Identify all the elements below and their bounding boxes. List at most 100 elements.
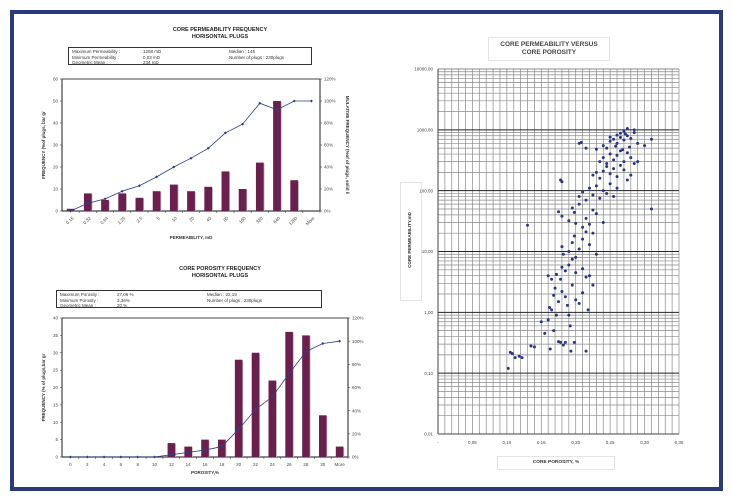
x-tick-label: 16 xyxy=(202,462,208,467)
x-tick-label: 0,25 xyxy=(606,440,615,445)
cumulative-point xyxy=(223,131,227,135)
scatter-point xyxy=(563,269,567,273)
y2-tick-label: 60% xyxy=(324,143,333,148)
scatter-point xyxy=(612,158,616,162)
scatter-point xyxy=(548,347,552,351)
bar xyxy=(152,191,161,211)
y-tick-label: 100,00 xyxy=(419,188,433,193)
poro-title-line2: HORISONTAL PLUGS xyxy=(191,273,249,279)
scatter-point xyxy=(570,206,574,210)
scatter-point xyxy=(572,210,576,214)
x-tick-label: 24 xyxy=(270,462,276,467)
x-tick-label: 14 xyxy=(186,462,192,467)
scatter-point xyxy=(553,286,557,290)
y-tick-label: 5 xyxy=(55,437,58,442)
scatter-point xyxy=(612,137,616,141)
y2-tick-label: 80% xyxy=(352,362,361,367)
x-tick-label: 20 xyxy=(236,462,242,467)
poro-frequency-chart: 0 5 10 15 20 25 30 35 40 0% 20% 40% 60% 80% 100% 120% 0 2… xyxy=(41,316,364,475)
scatter-point xyxy=(581,237,585,241)
scatter-point xyxy=(520,356,524,360)
scatter-point xyxy=(622,160,626,164)
scatter-point xyxy=(560,180,564,184)
scatter-point xyxy=(615,153,619,157)
scatter-point xyxy=(572,234,576,238)
bar xyxy=(273,101,281,211)
scatter-point xyxy=(615,186,619,190)
scatter-point xyxy=(601,156,605,160)
scatter-point xyxy=(584,216,588,220)
scatter-point xyxy=(643,144,647,148)
scatter-point xyxy=(629,173,633,177)
scatter-point xyxy=(574,271,578,275)
x-tick-label: 160 xyxy=(238,215,247,224)
perm-geo-label: Geometric Mean : xyxy=(72,60,108,65)
scatter-title: CORE PERMEABILITY VERSUS CORE POROSITY xyxy=(488,37,610,61)
y-tick-label: 0,01 xyxy=(424,432,433,437)
perm-stats-box: Maximum Permeability : Minimum Permeabil… xyxy=(68,47,312,65)
perm-max-value: 1258 mD xyxy=(143,49,162,54)
scatter-point xyxy=(608,135,612,139)
poro-geo-label: Geometric Mean : xyxy=(60,303,96,308)
y2-tick-label: 20% xyxy=(352,431,361,436)
scatter-point xyxy=(570,283,574,287)
cumulative-point xyxy=(137,184,141,188)
scatter-point xyxy=(565,303,569,307)
scatter-point xyxy=(615,175,619,179)
scatter-point xyxy=(569,349,573,353)
scatter-point xyxy=(526,223,530,227)
bar xyxy=(135,197,144,211)
poro-min-value: 3,36% xyxy=(117,297,130,303)
scatter-xlabel: CORE POROSITY, % xyxy=(497,456,615,470)
x-tick-label: 0,35 xyxy=(675,440,684,445)
x-tick-label: 8 xyxy=(136,462,139,467)
x-tick-label: 2.5 xyxy=(136,215,144,223)
scatter-point xyxy=(632,128,636,132)
perm-chart-title: CORE PERMEABILITY FREQUENCY HORISONTAL P… xyxy=(130,27,310,41)
scatter-point xyxy=(649,137,653,141)
y-tick-label: 0 xyxy=(55,209,58,214)
scatter-point xyxy=(584,230,588,234)
y-axis-label: FREQUENCY (%of plugs, bar gr xyxy=(41,111,46,179)
y-tick-label: 30 xyxy=(53,143,59,148)
scatter-point xyxy=(605,161,609,165)
scatter-point xyxy=(548,306,552,310)
perm-min-label: Minimum Permeability : xyxy=(72,54,119,60)
scatter-point xyxy=(605,146,609,150)
poro-min-label: Minimum Porosity : xyxy=(60,297,99,303)
y2-tick-label: 0% xyxy=(352,455,359,460)
bar xyxy=(221,171,230,211)
cumulative-point xyxy=(253,408,257,412)
cumulative-point xyxy=(287,372,291,376)
scatter-point xyxy=(568,324,572,328)
poro-title-line1: CORE POROSITY FREQUENCY xyxy=(179,266,261,272)
bar xyxy=(251,352,260,457)
scatter-point xyxy=(570,241,574,245)
cumulative-point xyxy=(220,445,224,449)
scatter-point xyxy=(586,308,590,312)
scatter-point xyxy=(529,344,533,348)
scatter-point xyxy=(601,220,605,224)
scatter-point xyxy=(618,131,622,135)
y2-tick-label: 40% xyxy=(352,408,361,413)
scatter-point xyxy=(584,146,588,150)
y-tick-label: 15 xyxy=(53,402,59,407)
cumulative-point xyxy=(275,108,279,112)
y-tick-label: 1000,00 xyxy=(417,127,434,132)
scatter-point xyxy=(581,291,585,295)
cumulative-point xyxy=(304,350,308,354)
y2-tick-label: 100% xyxy=(352,339,364,344)
scatter-point xyxy=(567,263,571,267)
bar xyxy=(234,359,243,457)
y2-tick-label: 120% xyxy=(352,316,364,321)
y2-tick-label: 100% xyxy=(324,99,336,104)
scatter-point xyxy=(560,290,564,294)
x-tick-label: 80 xyxy=(222,215,229,222)
scatter-point xyxy=(614,144,618,148)
scatter-point xyxy=(579,140,583,144)
scatter-point xyxy=(627,145,631,149)
scatter-point xyxy=(608,172,612,176)
cumulative-point xyxy=(203,448,207,452)
x-tick-label: 20 xyxy=(188,215,195,222)
scatter-point xyxy=(621,148,625,152)
